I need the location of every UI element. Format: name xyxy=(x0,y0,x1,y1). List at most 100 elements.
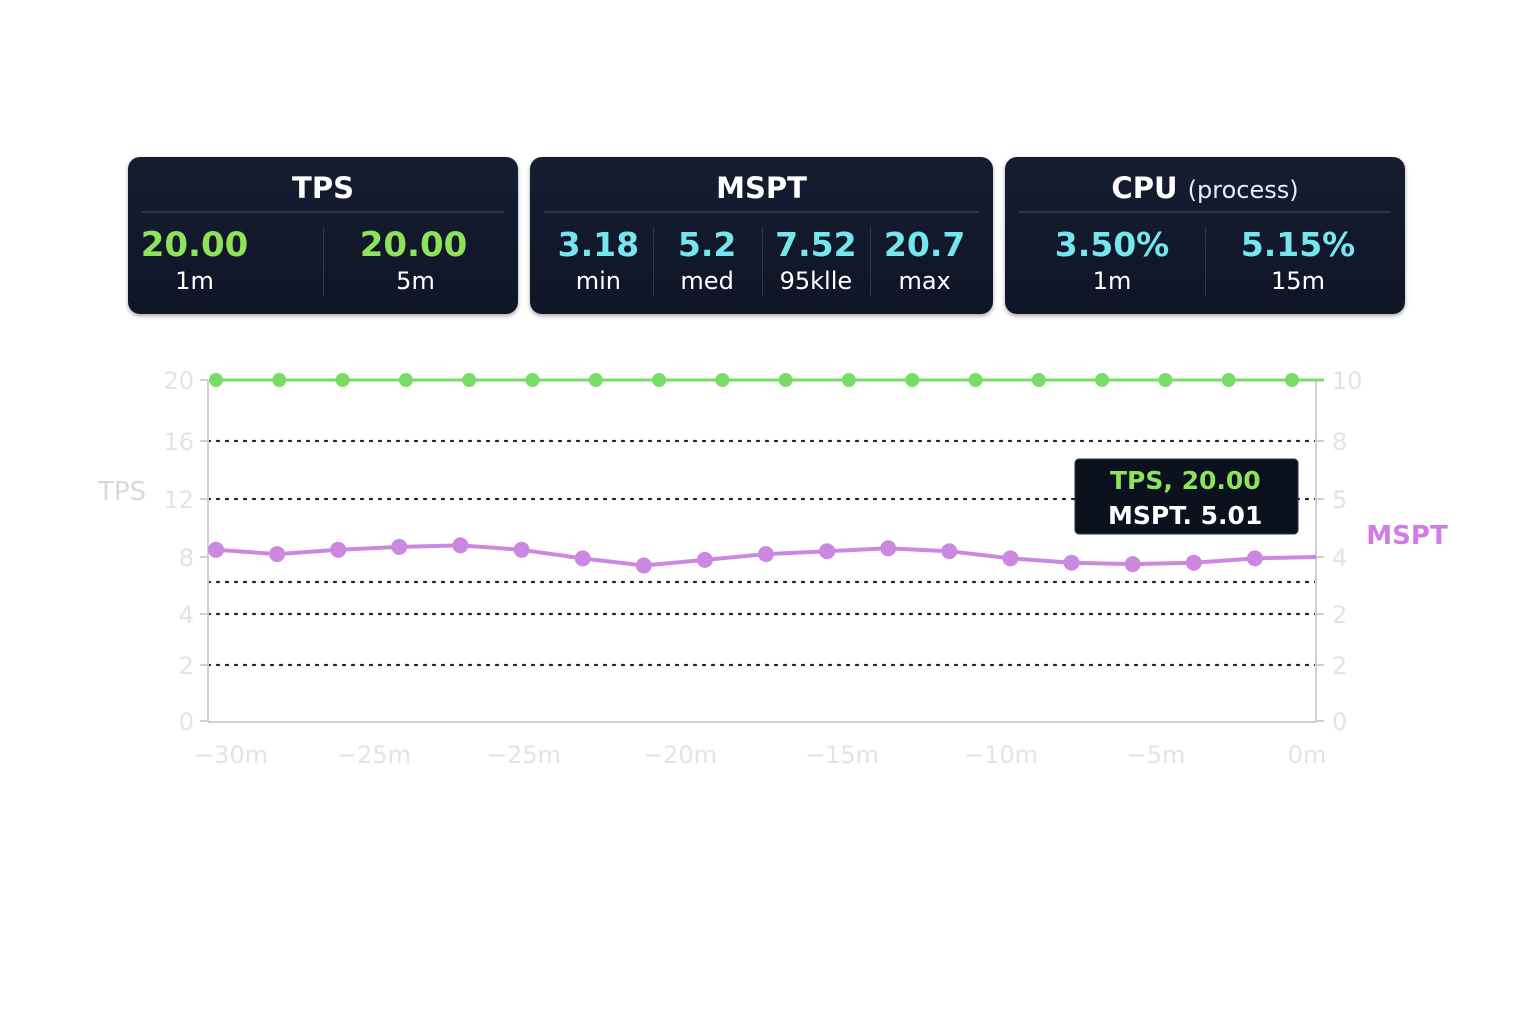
x-tick-label: −25m xyxy=(337,741,411,769)
left-axis-ticks: 0 2 4 8 12 16 20 xyxy=(163,367,208,736)
mspt-card-title: MSPT xyxy=(716,171,807,205)
tps-data-point xyxy=(1221,373,1236,387)
mspt-data-point xyxy=(208,541,224,558)
tps-data-point xyxy=(398,373,413,387)
tps-value-1m: 20.00 xyxy=(140,225,249,265)
mspt-card: MSPT 3.18 min 5.2 med 7.52 95klle 20.7 m… xyxy=(530,157,993,314)
mspt-data-point xyxy=(941,543,958,560)
right-axis-title: MSPT xyxy=(1366,521,1448,551)
mspt-stat-min: 3.18 min xyxy=(544,215,653,302)
tps-card: TPS 20.00 1m 20.00 5m xyxy=(128,157,518,314)
right-tick-label: 4 xyxy=(1332,544,1347,572)
mspt-value-95th: 7.52 xyxy=(775,225,857,264)
tps-data-point xyxy=(652,373,667,387)
cpu-card-title: CPU (process) xyxy=(1005,171,1405,205)
x-axis-ticks: −30m −25m −25m −20m −15m −10m −5m 0m xyxy=(194,741,1326,769)
x-tick-label: −30m xyxy=(194,741,268,769)
cpu-card: CPU (process) 3.50% 1m 5.15% 15m xyxy=(1005,157,1405,314)
tps-label-5m: 5m xyxy=(396,267,435,295)
left-tick-label: 16 xyxy=(163,428,194,456)
cpu-title-main: CPU xyxy=(1111,171,1178,205)
cpu-title-sub: (process) xyxy=(1187,176,1299,204)
mspt-data-point xyxy=(1002,550,1019,567)
mspt-label-med: med xyxy=(680,267,734,295)
tps-data-point xyxy=(462,373,477,387)
mspt-label-min: min xyxy=(575,267,621,295)
mspt-data-point xyxy=(819,543,836,560)
mspt-label-95th: 95klle xyxy=(779,267,853,295)
cpu-stat-15m: 5.15% 15m xyxy=(1205,215,1391,302)
tps-label-1m: 1m xyxy=(175,267,214,295)
series-points xyxy=(208,373,1299,574)
mspt-data-point xyxy=(1246,550,1263,567)
tps-data-point xyxy=(1285,373,1299,387)
tps-data-point xyxy=(1031,373,1046,387)
mspt-data-point xyxy=(1124,556,1141,573)
mspt-data-point xyxy=(269,546,286,563)
mspt-data-point xyxy=(880,540,897,557)
mspt-value-max: 20.7 xyxy=(883,225,966,264)
x-tick-label: −20m xyxy=(643,741,717,769)
cpu-label-1m: 1m xyxy=(1092,267,1132,295)
x-tick-label: 0m xyxy=(1288,741,1327,769)
left-tick-label: 2 xyxy=(179,652,194,680)
right-tick-label: 2 xyxy=(1332,601,1347,629)
cpu-value-15m: 5.15% xyxy=(1240,225,1356,264)
tps-data-point xyxy=(272,373,287,387)
mspt-card-divider xyxy=(544,211,979,213)
tps-value-5m: 20.00 xyxy=(359,225,468,265)
left-tick-label: 4 xyxy=(179,601,194,629)
mspt-stat-max: 20.7 max xyxy=(870,215,979,302)
right-tick-label: 2 xyxy=(1332,652,1347,680)
cpu-stat-1m: 3.50% 1m xyxy=(1019,215,1205,302)
tps-data-point xyxy=(841,373,856,387)
tps-data-point xyxy=(1095,373,1110,387)
tps-stat-5m: 20.00 5m xyxy=(323,215,504,302)
chart-tooltip: TPS, 20.00 MSPT. 5.01 xyxy=(1074,458,1299,535)
mspt-value-med: 5.2 xyxy=(677,225,737,264)
tps-data-point xyxy=(905,373,920,387)
x-tick-label: −25m xyxy=(487,741,561,769)
mspt-data-point xyxy=(696,551,713,568)
tps-data-point xyxy=(968,373,983,387)
cpu-value-1m: 3.50% xyxy=(1054,225,1170,264)
tooltip-box xyxy=(1074,458,1299,535)
mspt-data-point xyxy=(1063,554,1080,571)
mspt-data-point xyxy=(758,546,774,563)
tps-data-point xyxy=(209,373,223,387)
right-tick-label: 5 xyxy=(1332,486,1347,514)
x-tick-label: −5m xyxy=(1127,741,1186,769)
right-tick-label: 8 xyxy=(1332,428,1347,456)
cpu-card-divider xyxy=(1019,211,1391,213)
cpu-label-15m: 15m xyxy=(1271,267,1325,295)
tps-card-divider xyxy=(142,211,504,213)
tps-card-title: TPS xyxy=(292,171,354,205)
mspt-data-point xyxy=(1185,554,1202,571)
left-tick-label: 8 xyxy=(179,544,194,572)
tps-data-point xyxy=(335,373,350,387)
mspt-data-point xyxy=(635,557,652,574)
mspt-data-point xyxy=(330,541,347,558)
mspt-label-max: max xyxy=(898,267,951,295)
left-tick-label: 0 xyxy=(179,708,194,736)
tooltip-tps-text: TPS, 20.00 xyxy=(1110,466,1261,495)
tps-stat-1m: 20.00 1m xyxy=(140,215,323,302)
left-tick-label: 12 xyxy=(163,486,194,514)
left-axis-title: TPS xyxy=(97,477,146,507)
mspt-data-point xyxy=(513,541,530,558)
tps-data-point xyxy=(778,373,793,387)
mspt-value-min: 3.18 xyxy=(557,225,640,264)
mspt-stat-95th: 7.52 95klle xyxy=(761,215,871,302)
right-axis-ticks: 0 2 2 4 5 8 10 xyxy=(1316,367,1363,736)
tps-data-point xyxy=(1158,373,1173,387)
x-tick-label: −15m xyxy=(805,741,879,769)
right-tick-label: 10 xyxy=(1332,367,1363,395)
tooltip-mspt-text: MSPT. 5.01 xyxy=(1108,501,1262,530)
tps-data-point xyxy=(525,373,540,387)
x-tick-label: −10m xyxy=(964,741,1038,769)
mspt-data-point xyxy=(574,550,591,567)
tps-data-point xyxy=(715,373,730,387)
mspt-stat-med: 5.2 med xyxy=(652,215,762,302)
left-tick-label: 20 xyxy=(163,367,194,395)
